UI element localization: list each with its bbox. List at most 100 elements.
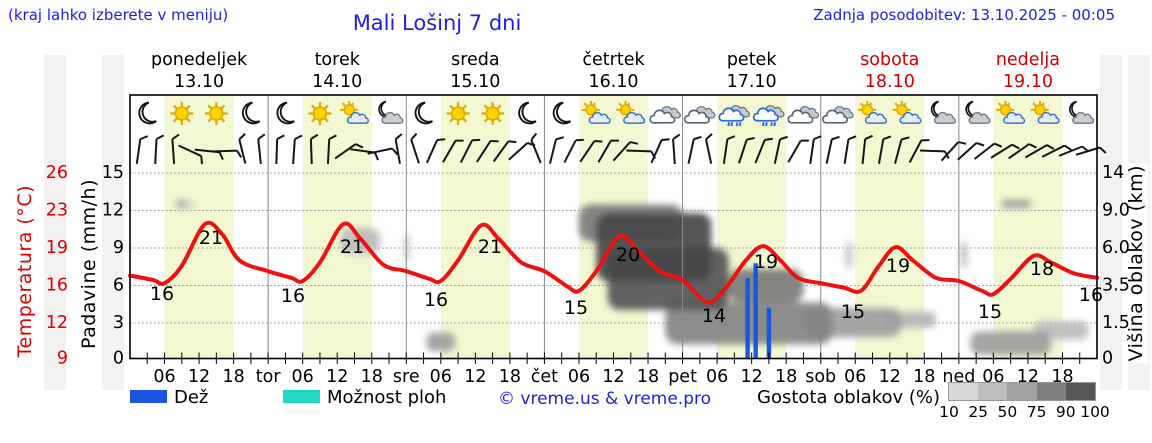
hour-label: 18 xyxy=(637,367,659,387)
showers-legend-label: Možnost ploh xyxy=(327,387,447,408)
wind-barb xyxy=(171,133,180,165)
temperature-label: 19 xyxy=(886,255,910,277)
temperature-curve xyxy=(128,220,1099,305)
temperature-label: 15 xyxy=(564,297,588,319)
hour-label: 18 xyxy=(361,367,383,387)
cloud-height-tick-label: 6.0 xyxy=(1102,238,1130,258)
wind-barb xyxy=(135,135,149,165)
weather-icon-sun xyxy=(169,100,195,127)
cloud-height-tick-label: 3.5 xyxy=(1102,276,1130,296)
gradient-segment xyxy=(1036,383,1066,400)
wind-barb xyxy=(990,143,1020,159)
hour-label: 06 xyxy=(706,367,728,387)
cloud-height-tick-label: 9.0 xyxy=(1102,201,1130,221)
temperature-label: 16 xyxy=(150,283,174,305)
temperature-label: 15 xyxy=(841,301,865,323)
gradient-segment xyxy=(1007,383,1037,400)
day-abbr-label: tor xyxy=(256,367,282,387)
temperature-label: 21 xyxy=(340,236,364,258)
wind-barb xyxy=(754,137,773,164)
weather-icon-moon xyxy=(276,101,296,125)
credit-link[interactable]: © vreme.us & vreme.pro xyxy=(498,389,712,409)
cloud-density-gradient xyxy=(948,382,1096,401)
chart-title: Mali Lošinj 7 dni xyxy=(352,11,522,35)
temperature-label: 18 xyxy=(1030,258,1054,280)
temperature-label: 14 xyxy=(702,305,726,327)
gradient-stop-label: 75 xyxy=(1026,403,1047,421)
day-date: 14.10 xyxy=(312,72,363,92)
gradient-stop-label: 90 xyxy=(1055,403,1076,421)
wind-barb xyxy=(459,138,481,164)
day-name: petek xyxy=(726,50,777,70)
wind-barb xyxy=(476,139,499,163)
weather-icon-moon-cloud xyxy=(965,100,991,125)
plot-border xyxy=(129,94,1098,360)
cloud-density-legend-label: Gostota oblakov (%) xyxy=(757,387,941,408)
hour-label: 18 xyxy=(222,367,244,387)
wind-barb xyxy=(548,136,565,164)
gradient-stop-label: 25 xyxy=(968,403,989,421)
wind-barb xyxy=(425,138,446,164)
hour-label: 18 xyxy=(913,367,935,387)
bg-strip-right-1 xyxy=(1100,55,1122,390)
weather-icon-moon xyxy=(241,101,261,125)
precipitation-tick-label: 15 xyxy=(102,163,124,183)
wind-barb xyxy=(367,147,399,156)
hour-label: 18 xyxy=(1051,367,1073,387)
hour-label: 12 xyxy=(741,367,763,387)
hour-label: 12 xyxy=(464,367,486,387)
wind-barb xyxy=(410,132,420,164)
temperature-label: 19 xyxy=(754,251,778,273)
wind-barb xyxy=(334,143,364,160)
wind-barb xyxy=(1075,146,1107,156)
wind-barb xyxy=(773,135,788,164)
last-update: Zadnja posodobitev: 13.10.2025 - 00:05 xyxy=(813,6,1115,24)
wind-barb xyxy=(1008,143,1037,160)
bg-strip-left-2 xyxy=(102,55,124,390)
wind-barb xyxy=(722,135,736,165)
cloud-height-tick-label: 1.5 xyxy=(1102,313,1130,333)
rain-legend-label: Dež xyxy=(174,387,209,408)
wind-barb xyxy=(597,139,619,163)
wind-barb xyxy=(650,138,670,164)
gradient-stop-label: 50 xyxy=(997,403,1018,421)
wind-barb xyxy=(1024,144,1055,159)
hour-label: 06 xyxy=(982,367,1004,387)
wind-barb xyxy=(973,142,1003,160)
weather-icon-moon xyxy=(138,101,158,125)
temperature-label: 15 xyxy=(978,301,1002,323)
wind-barb xyxy=(787,139,809,163)
weather-icon-cloud xyxy=(787,105,820,124)
temperature-label: 16 xyxy=(1079,284,1103,306)
hour-label: 06 xyxy=(430,367,452,387)
temperature-tick-label: 16 xyxy=(46,276,68,296)
weather-icon-moon-cloud xyxy=(930,100,957,125)
wind-barb xyxy=(442,139,464,163)
precipitation-tick-label: 3 xyxy=(113,313,124,333)
wind-barb xyxy=(1041,144,1072,158)
wind-barb xyxy=(292,134,303,165)
temperature-label: 16 xyxy=(281,285,305,307)
wind-barb xyxy=(563,138,584,164)
daylight-band xyxy=(993,95,1063,359)
weather-icon-cloud xyxy=(821,105,854,124)
wind-barb xyxy=(908,139,930,163)
temperature-tick-label: 19 xyxy=(46,238,68,258)
hour-label: 12 xyxy=(879,367,901,387)
day-date: 17.10 xyxy=(726,72,777,92)
cloud-height-tick-label: 0 xyxy=(1102,349,1113,369)
temperature-label: 20 xyxy=(616,244,640,266)
wind-barb xyxy=(326,134,337,165)
wind-barb xyxy=(394,133,403,164)
temperature-tick-label: 9 xyxy=(57,349,68,369)
wind-barb xyxy=(705,133,713,164)
day-name: nedelja xyxy=(995,50,1061,70)
hour-label: 18 xyxy=(499,367,521,387)
day-abbr-label: sre xyxy=(393,367,420,387)
day-abbr-label: sob xyxy=(805,367,836,387)
temperature-tick-label: 26 xyxy=(46,163,68,183)
hour-label: 06 xyxy=(292,367,314,387)
wind-barb xyxy=(612,141,639,162)
day-abbr-label: pet xyxy=(668,367,697,387)
wind-barb xyxy=(530,132,542,164)
